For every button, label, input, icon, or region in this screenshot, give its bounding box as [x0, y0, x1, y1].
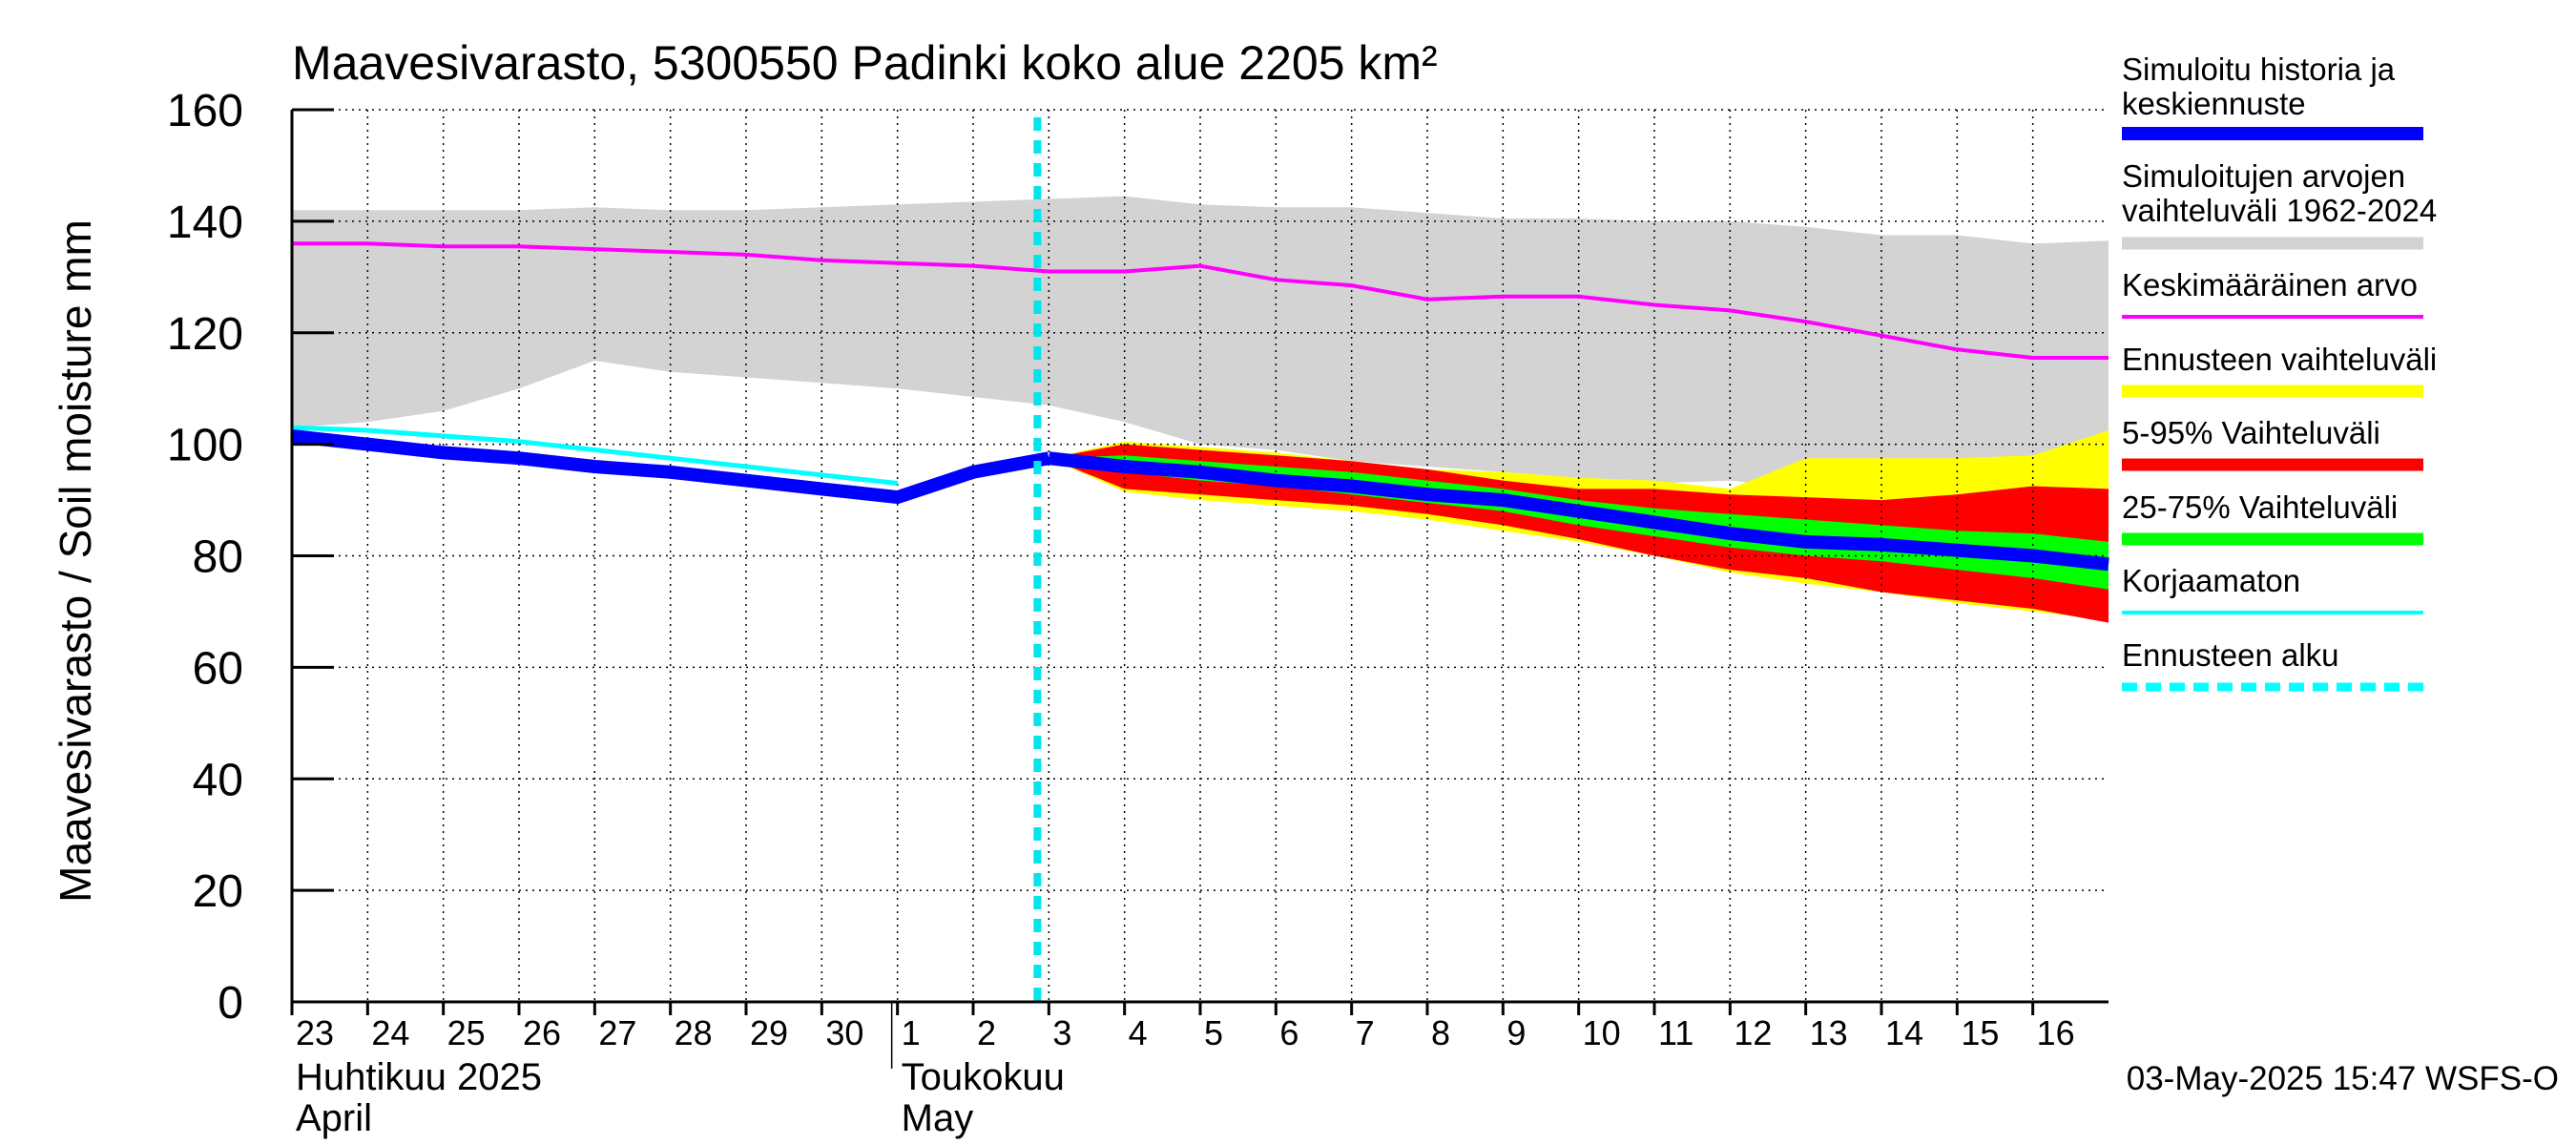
legend-label: Korjaamaton	[2122, 563, 2300, 598]
y-tick-label: 120	[167, 309, 243, 360]
x-tick-label: 2	[977, 1013, 996, 1052]
legend-label: Keskimääräinen arvo	[2122, 267, 2418, 302]
x-tick-label: 30	[825, 1013, 863, 1052]
y-tick-label: 100	[167, 421, 243, 471]
month-label-en: May	[902, 1097, 974, 1139]
x-tick-label: 5	[1204, 1013, 1223, 1052]
x-tick-label: 26	[523, 1013, 561, 1052]
x-tick-label: 23	[296, 1013, 334, 1052]
x-tick-label: 29	[750, 1013, 788, 1052]
x-tick-label: 11	[1658, 1013, 1693, 1052]
forecast-median-line	[1048, 451, 2109, 572]
y-tick-label: 40	[193, 755, 243, 805]
x-tick-label: 14	[1885, 1013, 1923, 1052]
mean-line	[292, 241, 2109, 360]
plot-area	[291, 109, 2109, 1002]
x-tick-label: 4	[1129, 1013, 1148, 1052]
x-tick-label: 9	[1506, 1013, 1526, 1052]
x-tick-label: 15	[1961, 1013, 1999, 1052]
uncorrected-line	[291, 425, 898, 486]
x-tick-label: 13	[1810, 1013, 1848, 1052]
grid	[292, 109, 2109, 1002]
y-tick-label: 140	[167, 198, 243, 248]
x-tick-label: 3	[1052, 1013, 1071, 1052]
x-tick-label: 24	[371, 1013, 409, 1052]
x-tick-label: 7	[1356, 1013, 1375, 1052]
x-tick-label: 16	[2037, 1013, 2075, 1052]
y-tick-label: 60	[193, 643, 243, 694]
x-tick-label: 10	[1583, 1013, 1621, 1052]
y-tick-label: 0	[218, 978, 243, 1029]
timestamp: 03-May-2025 15:47 WSFS-O	[2127, 1060, 2559, 1097]
x-tick-label: 28	[675, 1013, 713, 1052]
x-tick-label: 27	[598, 1013, 636, 1052]
historical-range-band	[292, 196, 2109, 511]
legend-label: keskiennuste	[2122, 86, 2306, 121]
legend-label: Ennusteen alku	[2122, 637, 2339, 673]
legend-label: vaihteluväli 1962-2024	[2122, 193, 2437, 228]
y-tick-label: 80	[193, 532, 243, 583]
y-axis-label: Maavesivarasto / Soil moisture mm	[51, 219, 100, 903]
legend-label: 25-75% Vaihteluväli	[2122, 489, 2398, 525]
chart-title: Maavesivarasto, 5300550 Padinki koko alu…	[292, 36, 1438, 90]
month-label-fi: Huhtikuu 2025	[296, 1056, 542, 1098]
x-tick-label: 1	[902, 1013, 921, 1052]
legend-label: 5-95% Vaihteluväli	[2122, 415, 2380, 450]
y-tick-label: 20	[193, 866, 243, 917]
history-line	[291, 428, 1050, 505]
month-label-en: April	[296, 1097, 372, 1139]
x-tick-label: 12	[1734, 1013, 1772, 1052]
x-tick-label: 25	[447, 1013, 486, 1052]
legend-label: Simuloitujen arvojen	[2122, 158, 2405, 194]
y-tick-label: 160	[167, 86, 243, 136]
legend-label: Simuloitu historia ja	[2122, 52, 2396, 87]
month-label-fi: Toukokuu	[902, 1056, 1065, 1098]
x-tick-label: 6	[1279, 1013, 1298, 1052]
legend-label: Ennusteen vaihteluväli	[2122, 342, 2437, 377]
x-tick-label: 8	[1431, 1013, 1450, 1052]
